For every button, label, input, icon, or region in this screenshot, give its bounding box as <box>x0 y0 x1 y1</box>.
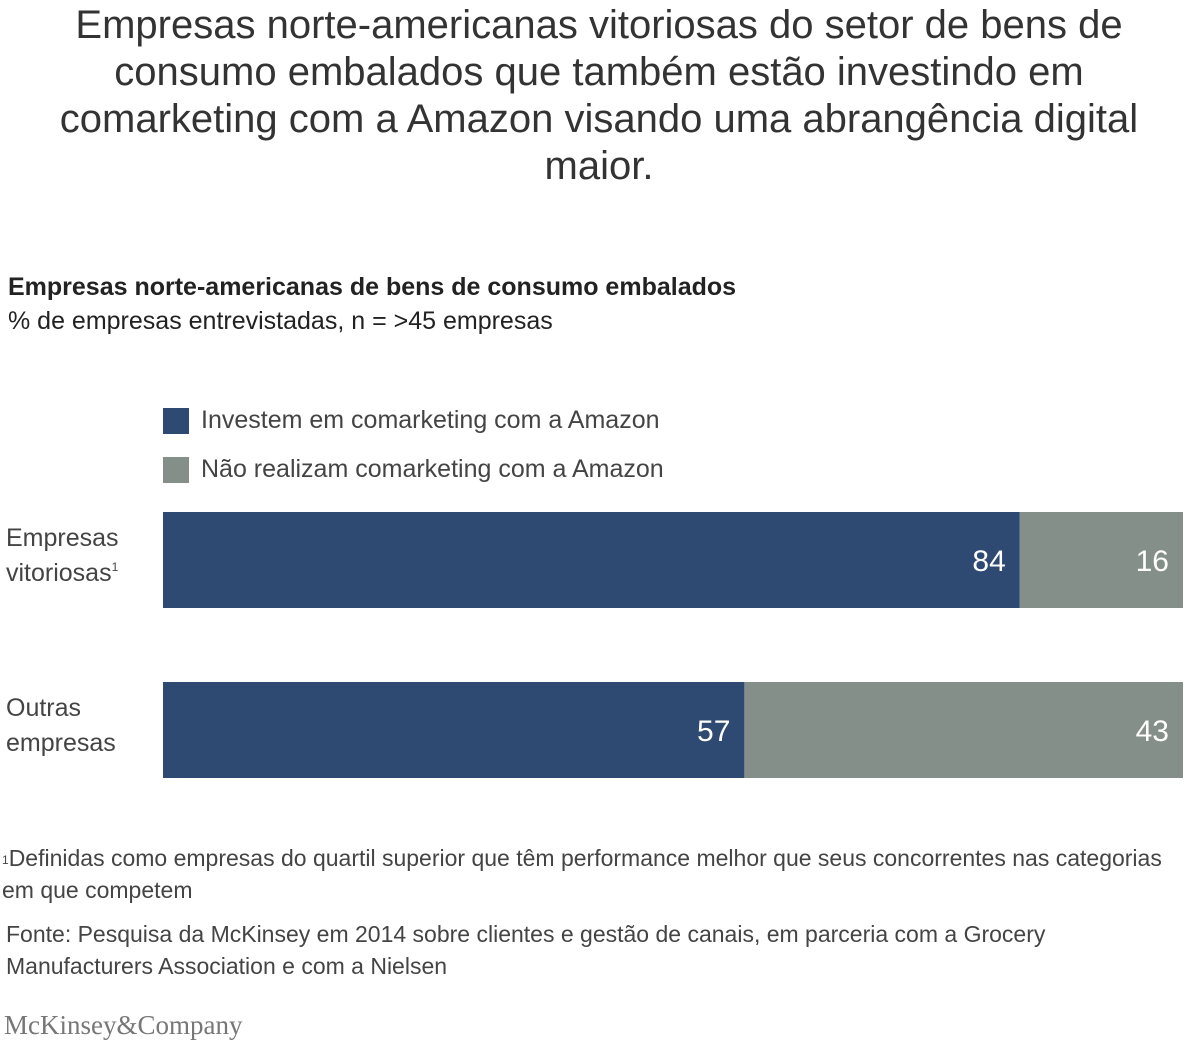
chart-title: Empresas norte-americanas de bens de con… <box>8 273 737 301</box>
category-label: Empresas vitoriosas1 <box>6 524 119 587</box>
legend-swatch-no-invest <box>163 456 189 483</box>
legend-label-invest: Investem em comarketing com a Amazon <box>201 406 660 434</box>
bar-value-label: 16 <box>1136 545 1169 578</box>
legend-label-no-invest: Não realizam comarketing com a Amazon <box>201 455 664 483</box>
footnote-text: Definidas como empresas do quartil super… <box>2 845 1162 903</box>
legend-item-invest: Investem em comarketing com a Amazon <box>163 396 664 445</box>
bar-value-label: 43 <box>1136 715 1169 748</box>
headline: Empresas norte-americanas vitoriosas do … <box>59 3 1139 188</box>
stacked-bar-chart: Empresas vitoriosas1 84 16 Outras empresas 57 4… <box>6 512 1183 778</box>
legend-swatch-invest <box>163 407 189 434</box>
legend: Investem em comarketing com a Amazon Não… <box>163 396 664 494</box>
chart-unit-label: % de empresas entrevistadas, n = >45 emp… <box>8 307 553 335</box>
brand-logo: McKinsey&Company <box>4 1010 243 1040</box>
bar-segment-no-invest <box>744 682 1183 778</box>
bar-segment-invest <box>163 682 745 778</box>
footnote-mark: 1 <box>2 853 9 867</box>
chart-subtitle-block: Empresas norte-americanas de bens de con… <box>8 270 1108 338</box>
legend-item-no-invest: Não realizam comarketing com a Amazon <box>163 445 664 494</box>
category-label: Outras empresas <box>6 694 116 757</box>
source-note: Fonte: Pesquisa da McKinsey em 2014 sobr… <box>6 921 1046 979</box>
footnote: 1Definidas como empresas do quartil supe… <box>2 842 1192 906</box>
bar-value-label: 57 <box>697 715 730 748</box>
bar-segment-invest <box>163 512 1020 608</box>
bar-value-label: 84 <box>972 545 1005 578</box>
bar-segment-no-invest <box>1019 512 1183 608</box>
